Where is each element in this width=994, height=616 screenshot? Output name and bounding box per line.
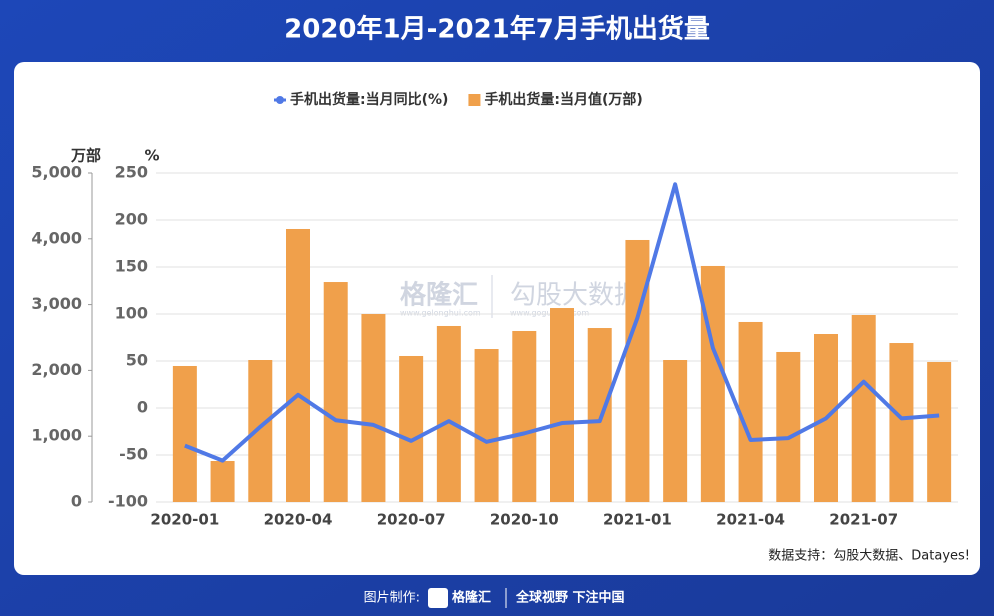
legend-label: 手机出货量:当月同比(%) [290, 91, 448, 108]
x-tick-label: 2020-10 [490, 511, 559, 529]
line [184, 182, 940, 463]
bar [700, 265, 725, 502]
y2-tick-label: -100 [108, 492, 148, 511]
bar [625, 239, 650, 502]
footer-logo [428, 588, 448, 608]
bar [738, 321, 763, 502]
y-tick-label: 5,000 [31, 163, 82, 182]
y2-axis-unit: % [144, 147, 159, 165]
y-axis-unit: 万部 [70, 147, 101, 165]
y-tick-label: 3,000 [31, 294, 82, 313]
watermark-brand: 格隆汇 [400, 280, 478, 311]
watermark-partner: 勾股大数据 [510, 281, 640, 311]
y2-tick-label: 100 [115, 304, 148, 323]
bar [512, 330, 537, 502]
title: 2020年1月-2021年7月手机出货量 [284, 14, 710, 45]
bar [286, 228, 310, 503]
y2-tick-label: 50 [126, 351, 148, 370]
bar [927, 361, 952, 502]
bar [436, 325, 461, 502]
bar [172, 365, 197, 502]
legend-label: 手机出货量:当月值(万部) [484, 91, 642, 108]
y-tick-label: 2,000 [31, 360, 82, 379]
watermark: 格隆汇 www.gelonghui.com 勾股大数据 www.gogudata… [400, 275, 640, 318]
x-tick-label: 2020-04 [264, 511, 333, 529]
y-tick-label: 4,000 [31, 228, 82, 247]
footer-made-by: 图片制作: [364, 591, 420, 606]
y2-tick-label: -50 [119, 445, 148, 464]
y2-tick-label: 250 [115, 163, 148, 182]
x-tick-label: 2021-07 [829, 511, 898, 529]
x-tick-label: 2020-07 [377, 511, 446, 529]
bar [210, 461, 235, 502]
y2-tick-label: 200 [115, 210, 148, 229]
bar [474, 349, 499, 502]
bar [550, 308, 574, 502]
source: 数据支持：勾股大数据、Datayes! [768, 549, 970, 564]
legend-swatch [468, 94, 481, 106]
watermark-url: www.gelonghui.com [400, 309, 481, 318]
footer-slogan: 全球视野 下注中国 [515, 590, 625, 606]
legend-dot [276, 96, 284, 104]
y-tick-label: 1,000 [31, 426, 82, 445]
bar [851, 314, 876, 502]
x-tick-label: 2020-01 [150, 511, 219, 529]
bar [889, 343, 914, 502]
y2-tick-label: 0 [137, 398, 148, 417]
bar [663, 360, 688, 502]
y-tick-label: 0 [71, 492, 82, 511]
watermark-url: www.gogudata.com [510, 309, 589, 318]
bar [587, 328, 612, 502]
bar [248, 360, 273, 502]
bar [323, 282, 348, 502]
footer-brand: 格隆汇 [452, 590, 491, 606]
bar [399, 355, 424, 502]
x-tick-label: 2021-01 [603, 511, 672, 529]
y2-tick-label: 150 [115, 257, 148, 276]
bar [361, 314, 386, 502]
x-tick-label: 2021-04 [716, 511, 785, 529]
bar [776, 351, 801, 502]
